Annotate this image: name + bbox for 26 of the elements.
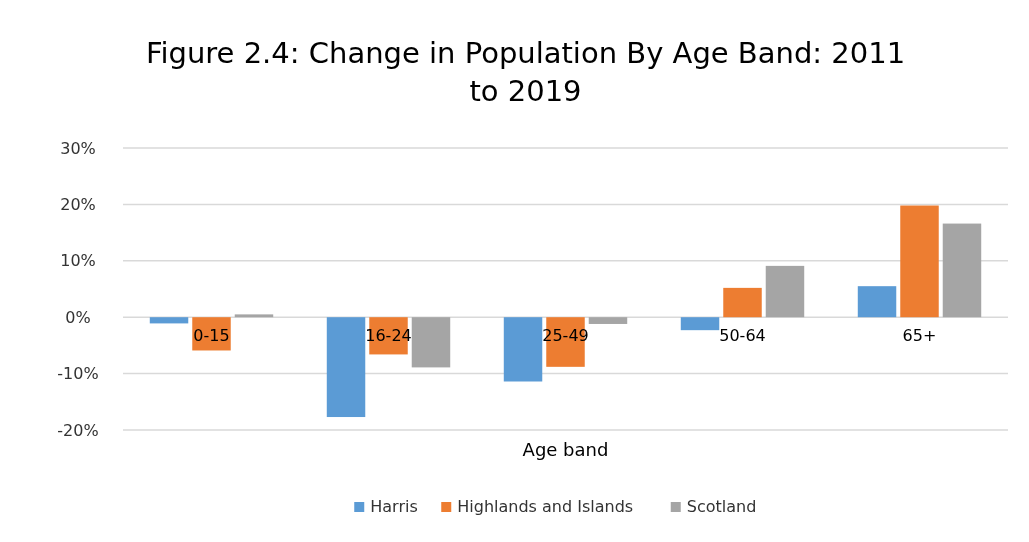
bar bbox=[326, 317, 366, 418]
bar bbox=[503, 317, 543, 382]
bar bbox=[588, 317, 628, 324]
bar bbox=[900, 205, 939, 318]
y-tick-label: 20% bbox=[60, 195, 96, 214]
y-tick-label: 10% bbox=[60, 251, 96, 271]
x-tick-label: 50-64 bbox=[719, 326, 766, 346]
legend-label: Harris bbox=[370, 497, 418, 516]
x-tick-label: 0-15 bbox=[193, 326, 230, 346]
y-tick-label: 0% bbox=[65, 307, 91, 327]
bar bbox=[411, 317, 451, 368]
legend-label: Highlands and Islands bbox=[457, 497, 634, 516]
bar bbox=[234, 314, 274, 318]
y-tick-label: 30% bbox=[60, 138, 96, 158]
bar bbox=[723, 287, 762, 318]
bar bbox=[765, 265, 805, 318]
bar bbox=[680, 317, 720, 331]
bar bbox=[942, 223, 982, 318]
y-tick-label: -10% bbox=[57, 364, 99, 384]
bar bbox=[857, 286, 897, 318]
chart-title: Figure 2.4: Change in Population By Age Band: 2011 to 2019 bbox=[145, 36, 906, 108]
x-tick-label: 65+ bbox=[902, 326, 937, 346]
legend-label: Scotland bbox=[686, 497, 757, 516]
bar bbox=[149, 317, 189, 324]
y-tick-label: -20% bbox=[57, 420, 99, 440]
x-axis-title: Age band bbox=[522, 439, 609, 460]
